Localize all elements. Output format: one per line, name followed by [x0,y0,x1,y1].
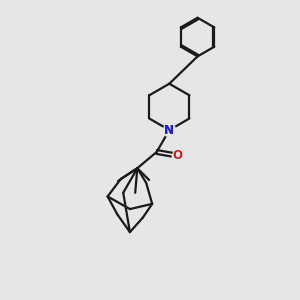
Text: O: O [173,149,183,162]
Text: N: N [164,124,174,136]
Text: N: N [164,124,174,136]
